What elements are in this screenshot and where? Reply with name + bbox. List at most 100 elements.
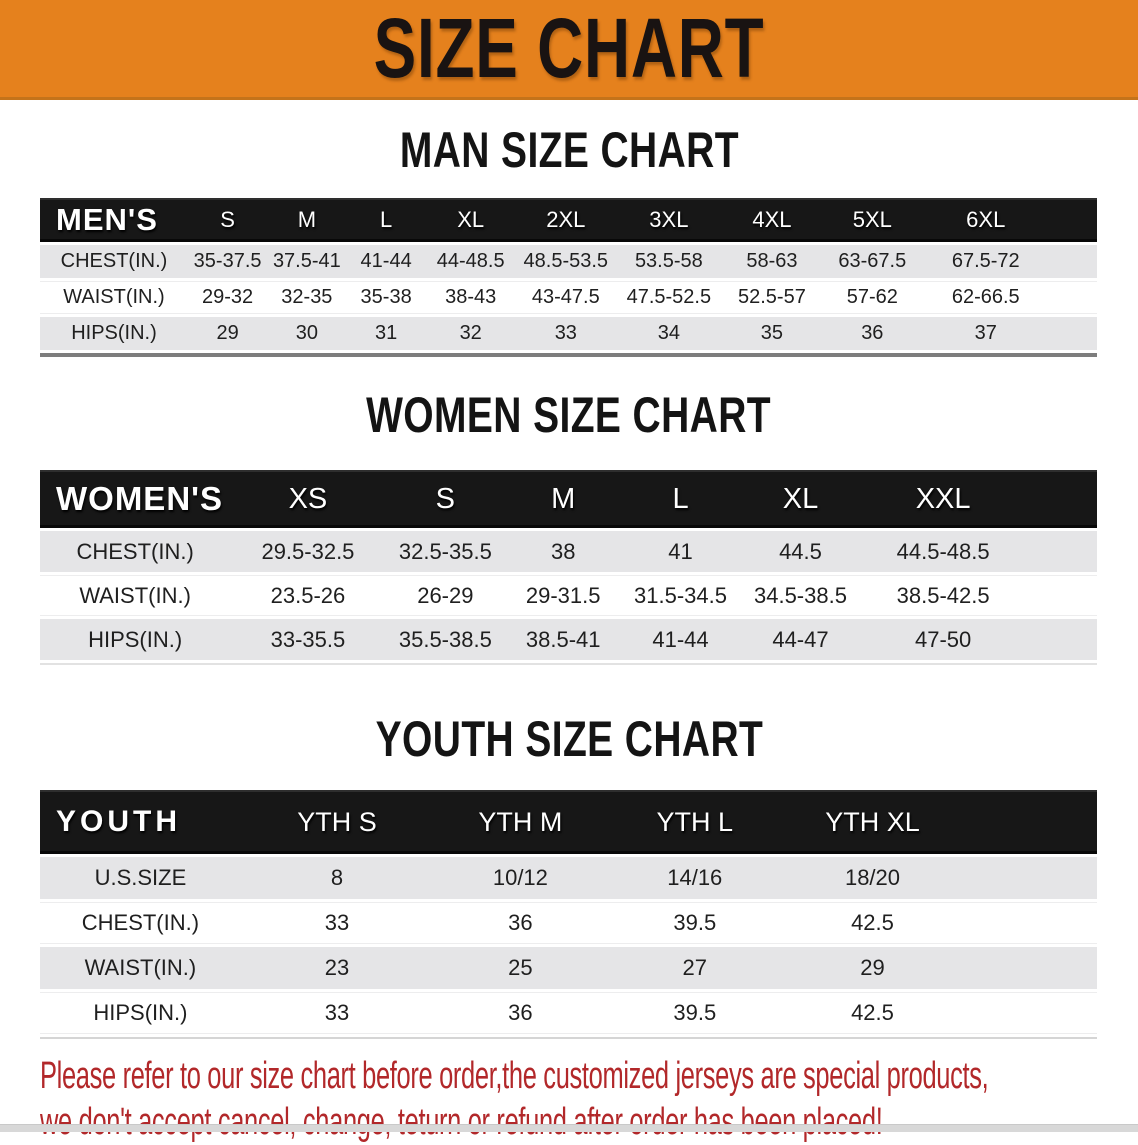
table-cell: 25 [433, 947, 608, 989]
column-header: M [267, 198, 347, 242]
table-cell: 31 [346, 317, 426, 350]
column-header: 3XL [616, 198, 722, 242]
table-cell: 38.5-42.5 [861, 575, 1097, 616]
column-header: 5XL [822, 198, 923, 242]
table-row: WAIST(IN.) 23.5-26 26-29 29-31.5 31.5-34.5 34… [40, 575, 1097, 616]
table-cell: 32-35 [267, 281, 347, 314]
men-header-row: MEN'S S M L XL 2XL 3XL 4XL 5XL 6XL [40, 198, 1097, 242]
row-label: CHEST(IN.) [40, 245, 188, 278]
column-header: 2XL [515, 198, 617, 242]
table-cell: 47.5-52.5 [616, 281, 722, 314]
table-cell: 42.5 [781, 902, 1097, 944]
row-label: HIPS(IN.) [40, 619, 231, 660]
women-size-table: WOMEN'S XS S M L XL XXL CHEST(IN.) 29.5-32.5 32.… [40, 467, 1097, 665]
row-label: U.S.SIZE [40, 857, 241, 899]
table-cell: 35 [721, 317, 823, 350]
row-label: HIPS(IN.) [40, 317, 188, 350]
table-cell: 35-37.5 [187, 245, 268, 278]
table-row: CHEST(IN.) 29.5-32.5 32.5-35.5 38 41 44.5 44.5… [40, 531, 1097, 572]
column-header: YTH XL [781, 790, 1097, 854]
table-cell: 29 [781, 947, 1097, 989]
column-header: 4XL [721, 198, 823, 242]
table-cell: 33 [515, 317, 617, 350]
table-cell: 44-48.5 [425, 245, 516, 278]
table-cell: 14/16 [607, 857, 782, 899]
youth-header-row: YOUTH YTH S YTH M YTH L YTH XL [40, 790, 1097, 854]
table-cell: 62-66.5 [922, 281, 1097, 314]
column-header: YTH S [240, 790, 434, 854]
table-cell: 23 [240, 947, 434, 989]
women-section-title-text: WOMEN SIZE CHART [366, 387, 772, 443]
table-cell: 29.5-32.5 [230, 531, 386, 572]
table-row: U.S.SIZE 8 10/12 14/16 18/20 [40, 857, 1097, 899]
table-cell: 27 [607, 947, 782, 989]
youth-table-label: YOUTH [40, 790, 241, 854]
column-header: 6XL [922, 198, 1097, 242]
table-cell: 23.5-26 [230, 575, 386, 616]
table-cell: 32.5-35.5 [385, 531, 506, 572]
column-header: M [505, 470, 622, 528]
table-cell: 39.5 [607, 902, 782, 944]
table-row: HIPS(IN.) 33-35.5 35.5-38.5 38.5-41 41-44 44-… [40, 619, 1097, 660]
table-cell: 18/20 [781, 857, 1097, 899]
disclaimer: Please refer to our size chart before or… [40, 1053, 1138, 1145]
row-label: CHEST(IN.) [40, 531, 231, 572]
table-cell: 34 [616, 317, 722, 350]
table-cell: 33-35.5 [230, 619, 386, 660]
row-label: WAIST(IN.) [40, 281, 188, 314]
youth-size-table: YOUTH YTH S YTH M YTH L YTH XL U.S.SIZE 8 10/1… [40, 787, 1097, 1039]
table-cell: 43-47.5 [515, 281, 617, 314]
disclaimer-line1: Please refer to our size chart before or… [40, 1055, 989, 1097]
table-row: CHEST(IN.) 33 36 39.5 42.5 [40, 902, 1097, 944]
youth-section-title: YOUTH SIZE CHART [0, 711, 1138, 767]
table-cell: 36 [822, 317, 923, 350]
man-section-title: MAN SIZE CHART [0, 122, 1138, 178]
table-cell: 57-62 [822, 281, 923, 314]
table-cell: 8 [240, 857, 434, 899]
column-header: XS [230, 470, 386, 528]
row-label: WAIST(IN.) [40, 575, 231, 616]
table-cell: 29-32 [187, 281, 268, 314]
table-cell: 30 [267, 317, 347, 350]
row-label: CHEST(IN.) [40, 902, 241, 944]
table-cell: 58-63 [721, 245, 823, 278]
men-size-table: MEN'S S M L XL 2XL 3XL 4XL 5XL 6XL CHEST(IN.) 35-3… [40, 195, 1097, 357]
women-section-title: WOMEN SIZE CHART [0, 387, 1138, 443]
table-cell: 29 [187, 317, 268, 350]
table-cell: 38.5-41 [505, 619, 622, 660]
row-label: WAIST(IN.) [40, 947, 241, 989]
disclaimer-line2: we don't accept cancel, change, teturn o… [40, 1101, 883, 1143]
table-cell: 31.5-34.5 [621, 575, 740, 616]
size-chart-banner: SIZE CHART [0, 0, 1138, 100]
table-cell: 63-67.5 [822, 245, 923, 278]
table-cell: 36 [433, 992, 608, 1034]
table-row: HIPS(IN.) 29 30 31 32 33 34 35 36 37 [40, 317, 1097, 350]
column-header: XXL [861, 470, 1097, 528]
table-cell: 36 [433, 902, 608, 944]
table-cell: 33 [240, 992, 434, 1034]
table-cell: 42.5 [781, 992, 1097, 1034]
men-table-label: MEN'S [40, 198, 188, 242]
table-cell: 41 [621, 531, 740, 572]
row-label: HIPS(IN.) [40, 992, 241, 1034]
table-cell: 53.5-58 [616, 245, 722, 278]
table-cell: 48.5-53.5 [515, 245, 617, 278]
table-cell: 32 [425, 317, 516, 350]
table-cell: 38 [505, 531, 622, 572]
table-cell: 47-50 [861, 619, 1097, 660]
man-section-title-text: MAN SIZE CHART [399, 122, 739, 178]
table-cell: 35-38 [346, 281, 426, 314]
youth-section-title-text: YOUTH SIZE CHART [375, 711, 763, 767]
column-header: L [346, 198, 426, 242]
column-header: S [385, 470, 506, 528]
table-cell: 44.5-48.5 [861, 531, 1097, 572]
banner-title: SIZE CHART [373, 1, 765, 95]
table-cell: 37.5-41 [267, 245, 347, 278]
table-cell: 26-29 [385, 575, 506, 616]
table-cell: 39.5 [607, 992, 782, 1034]
table-cell: 35.5-38.5 [385, 619, 506, 660]
table-row: CHEST(IN.) 35-37.5 37.5-41 41-44 44-48.5 48.5… [40, 245, 1097, 278]
column-header: L [621, 470, 740, 528]
column-header: YTH L [607, 790, 782, 854]
table-row: WAIST(IN.) 29-32 32-35 35-38 38-43 43-47.5 47.… [40, 281, 1097, 314]
